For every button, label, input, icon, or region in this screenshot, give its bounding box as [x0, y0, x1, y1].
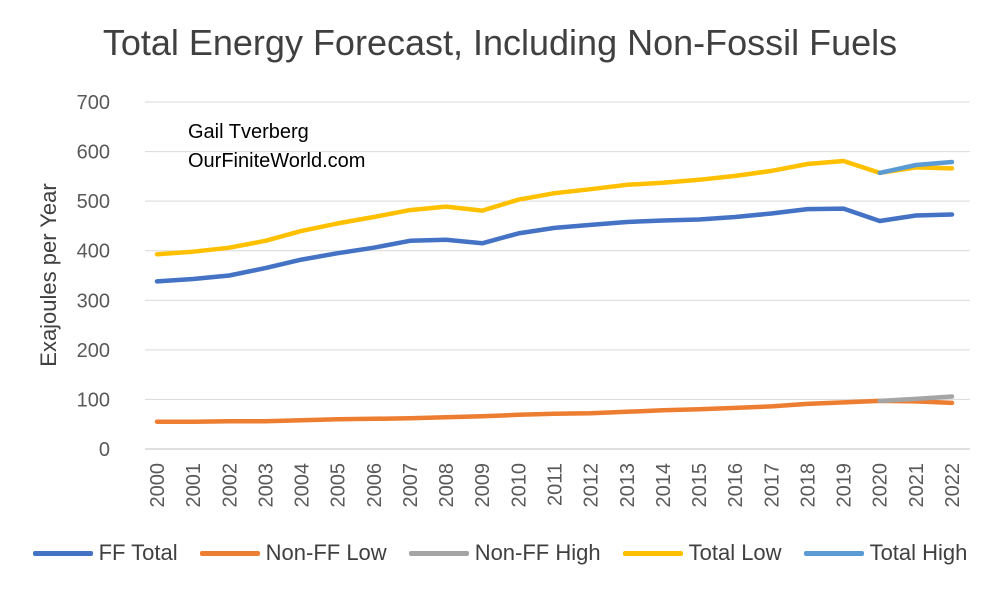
x-tick-label: 2007: [400, 463, 422, 508]
series-line-total-low: [154, 158, 955, 257]
legend-item: Total High: [803, 540, 968, 566]
y-tick-label: 700: [77, 92, 110, 114]
x-tick-label: 2008: [436, 463, 458, 508]
legend-swatch: [803, 550, 864, 556]
chart-title: Total Energy Forecast, Including Non-Fos…: [102, 22, 898, 63]
x-tick-label: 2002: [219, 463, 241, 508]
x-tick-label: 2016: [725, 463, 747, 508]
x-tick-label: 2014: [653, 463, 675, 508]
x-tick-label: 2001: [183, 463, 205, 508]
y-axis-label: Exajoules per Year: [36, 183, 61, 366]
legend-label: Total High: [869, 540, 968, 565]
x-tick-label: 2018: [797, 463, 819, 508]
y-tick-label: 0: [99, 439, 110, 461]
series-line-ff-total: [154, 206, 955, 284]
legend-swatch: [408, 550, 469, 556]
y-tick-label: 600: [77, 142, 110, 164]
x-tick-label: 2015: [689, 463, 711, 508]
legend-label: Non-FF High: [474, 540, 601, 565]
annotation-author: Gail Tverberg: [188, 121, 309, 143]
x-tick-label: 2005: [328, 463, 350, 508]
y-tick-labels: 0 100 200 300 400 500 600 700: [77, 92, 110, 461]
x-tick-label: 2021: [906, 463, 928, 508]
x-tick-label: 2009: [472, 463, 494, 508]
x-tick-label: 2006: [364, 463, 386, 508]
x-tick-label: 2000: [147, 463, 169, 508]
legend-item: FF Total: [32, 540, 178, 566]
x-tick-label: 2011: [545, 463, 567, 506]
legend-label: FF Total: [98, 540, 178, 565]
series-line-total-high: [877, 159, 955, 176]
y-tick-label: 200: [77, 340, 110, 362]
x-tick-label: 2012: [581, 463, 603, 508]
gridlines: [145, 101, 970, 450]
legend-item: Non-FF High: [408, 540, 601, 566]
legend: FF Total Non-FF Low Non-FF High Total Low To…: [0, 540, 1000, 566]
x-tick-labels: 2000 2001 2002 2003 2004 2005 2006 2007 2008 2009…: [147, 463, 964, 508]
x-tick-label: 2004: [292, 463, 314, 508]
y-tick-label: 300: [77, 290, 110, 312]
legend-swatch: [199, 550, 260, 556]
legend-swatch: [32, 550, 93, 556]
x-tick-label: 2013: [617, 463, 639, 508]
legend-label: Total Low: [688, 540, 782, 565]
series-line-non-ff-high: [877, 394, 955, 404]
x-tick-label: 2020: [870, 463, 892, 508]
legend-item: Total Low: [622, 540, 782, 566]
legend-swatch: [622, 550, 683, 556]
x-tick-label: 2003: [255, 463, 277, 508]
y-tick-label: 500: [77, 191, 110, 213]
x-tick-label: 2022: [942, 463, 964, 508]
legend-label: Non-FF Low: [265, 540, 387, 565]
series-lines: [154, 158, 955, 424]
y-tick-label: 100: [77, 389, 110, 411]
series-line-non-ff-low: [154, 398, 955, 424]
annotation-website: OurFiniteWorld.com: [188, 150, 365, 172]
x-tick-label: 2019: [834, 463, 856, 508]
legend-item: Non-FF Low: [199, 540, 387, 566]
x-tick-label: 2017: [761, 463, 783, 508]
y-tick-label: 400: [77, 241, 110, 263]
x-tick-label: 2010: [508, 463, 530, 508]
